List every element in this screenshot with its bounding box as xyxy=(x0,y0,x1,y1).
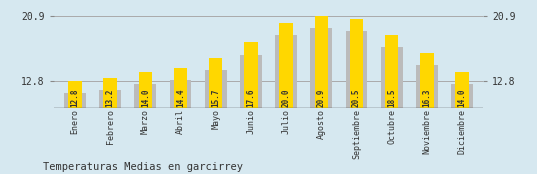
Text: 12.8: 12.8 xyxy=(70,88,79,107)
Bar xyxy=(420,53,434,108)
Text: 17.6: 17.6 xyxy=(246,88,256,107)
Text: 20.9: 20.9 xyxy=(317,88,326,107)
Bar xyxy=(244,42,258,108)
Bar xyxy=(99,90,121,108)
Bar xyxy=(64,93,86,108)
Bar xyxy=(350,19,363,108)
Text: 18.5: 18.5 xyxy=(387,88,396,107)
Bar xyxy=(455,72,469,108)
Bar xyxy=(315,16,328,108)
Bar xyxy=(174,68,187,108)
Bar xyxy=(385,35,398,108)
Text: 14.0: 14.0 xyxy=(141,88,150,107)
Bar xyxy=(209,58,222,108)
Bar xyxy=(170,80,191,108)
Text: 15.7: 15.7 xyxy=(211,88,220,107)
Text: 13.2: 13.2 xyxy=(106,88,114,107)
Bar xyxy=(134,84,156,108)
Bar xyxy=(416,65,438,108)
Text: 20.5: 20.5 xyxy=(352,88,361,107)
Bar xyxy=(381,47,403,108)
Bar xyxy=(275,35,297,108)
Bar xyxy=(451,84,473,108)
Bar xyxy=(310,28,332,108)
Text: 16.3: 16.3 xyxy=(423,88,431,107)
Text: 14.4: 14.4 xyxy=(176,88,185,107)
Text: 20.0: 20.0 xyxy=(281,88,291,107)
Bar xyxy=(240,54,262,108)
Text: Temperaturas Medias en garcirrey: Temperaturas Medias en garcirrey xyxy=(43,162,243,172)
Bar xyxy=(139,72,152,108)
Text: 14.0: 14.0 xyxy=(458,88,467,107)
Bar xyxy=(346,31,367,108)
Bar xyxy=(279,23,293,108)
Bar xyxy=(205,70,227,108)
Bar xyxy=(68,81,82,108)
Bar xyxy=(103,78,117,108)
